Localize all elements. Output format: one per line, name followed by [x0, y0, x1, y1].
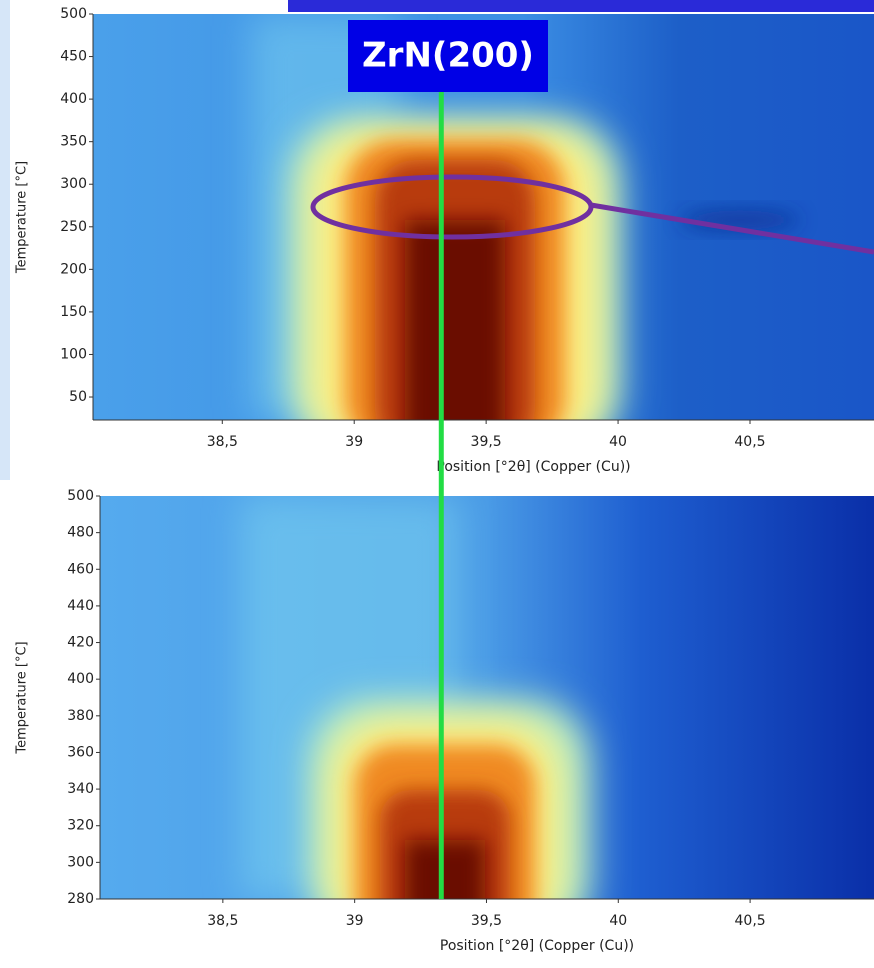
y-tick-label: 440	[67, 598, 94, 614]
x-tick-label: 40	[609, 913, 627, 929]
heatmap-bottom	[100, 496, 874, 899]
y-axis-title: Temperature [°C]	[15, 641, 30, 754]
slide-banner	[288, 0, 874, 12]
x-tick-label: 39	[345, 434, 363, 450]
y-tick-label: 500	[60, 6, 87, 22]
y-tick-label: 380	[67, 708, 94, 724]
x-axis-title: Position [°2θ] (Copper (Cu))	[436, 459, 630, 475]
y-tick-label: 350	[60, 134, 87, 150]
y-tick-label: 300	[60, 176, 87, 192]
y-tick-label: 360	[67, 744, 94, 760]
y-tick-label: 250	[60, 219, 87, 235]
y-tick-label: 100	[60, 346, 87, 362]
annotation-box	[348, 20, 548, 92]
x-tick-label: 39	[346, 913, 364, 929]
y-tick-label: 450	[60, 49, 87, 65]
x-tick-label: 40,5	[734, 434, 765, 450]
x-tick-label: 38,5	[207, 434, 238, 450]
x-tick-label: 40,5	[735, 913, 766, 929]
x-axis-title: Position [°2θ] (Copper (Cu))	[440, 938, 634, 954]
y-tick-label: 400	[60, 91, 87, 107]
x-tick-label: 38,5	[207, 913, 238, 929]
x-tick-label: 39,5	[471, 913, 502, 929]
y-tick-label: 320	[67, 818, 94, 834]
y-tick-label: 280	[67, 891, 94, 907]
y-tick-label: 400	[67, 671, 94, 687]
y-tick-label: 500	[67, 488, 94, 504]
annotation: ZrN(200)	[362, 36, 534, 76]
y-tick-label: 50	[69, 389, 87, 405]
y-tick-label: 300	[67, 854, 94, 870]
y-tick-label: 340	[67, 781, 94, 797]
y-tick-label: 420	[67, 635, 94, 651]
x-tick-label: 39,5	[471, 434, 502, 450]
highlight-pointer	[590, 202, 874, 255]
y-axis-title: Temperature [°C]	[15, 161, 30, 274]
y-tick-label: 150	[60, 304, 87, 320]
y-tick-label: 480	[67, 525, 94, 541]
y-tick-label: 460	[67, 561, 94, 577]
y-tick-label: 200	[60, 261, 87, 277]
x-tick-label: 40	[609, 434, 627, 450]
slide-strip	[0, 0, 10, 480]
